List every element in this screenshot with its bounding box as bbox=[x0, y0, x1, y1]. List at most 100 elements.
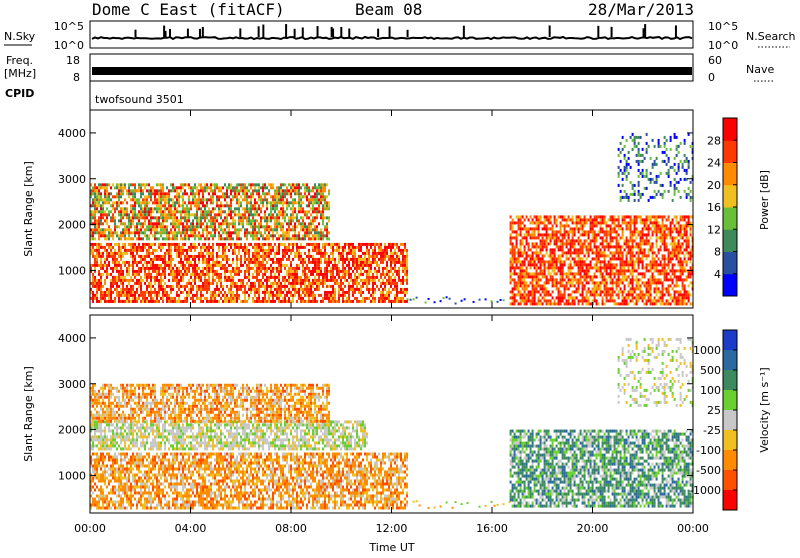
heatmap-cell bbox=[288, 282, 290, 285]
heatmap-cell bbox=[538, 227, 540, 230]
heatmap-cell bbox=[156, 183, 158, 186]
heatmap-cell bbox=[210, 294, 212, 297]
heatmap-cell bbox=[520, 242, 522, 245]
heatmap-cell bbox=[568, 233, 570, 236]
heatmap-cell bbox=[236, 258, 238, 261]
heatmap-cell bbox=[552, 236, 554, 239]
heatmap-cell bbox=[158, 270, 160, 273]
heatmap-cell bbox=[262, 183, 264, 186]
heatmap-cell bbox=[304, 282, 306, 285]
heatmap-cell bbox=[120, 210, 122, 213]
heatmap-cell bbox=[142, 255, 144, 258]
heatmap-cell bbox=[160, 258, 162, 261]
heatmap-cell bbox=[258, 237, 260, 240]
heatmap-cell bbox=[276, 246, 278, 249]
heatmap-cell bbox=[294, 216, 296, 219]
heatmap-cell bbox=[404, 261, 406, 264]
heatmap-cell bbox=[372, 243, 374, 246]
heatmap-cell bbox=[516, 251, 518, 254]
heatmap-cell bbox=[578, 254, 580, 257]
heatmap-cell bbox=[518, 287, 520, 290]
heatmap-cell bbox=[566, 284, 568, 287]
heatmap-cell bbox=[184, 213, 186, 216]
heatmap-cell bbox=[262, 297, 264, 300]
heatmap-cell bbox=[608, 275, 610, 278]
heatmap-cell bbox=[110, 216, 112, 219]
heatmap-cell bbox=[512, 230, 514, 233]
heatmap-cell bbox=[594, 281, 596, 284]
heatmap-cell bbox=[132, 288, 134, 291]
heatmap-cell bbox=[144, 201, 146, 204]
heatmap-cell bbox=[172, 270, 174, 273]
heatmap-cell bbox=[598, 281, 600, 284]
heatmap-cell bbox=[592, 293, 594, 296]
heatmap-cell bbox=[556, 287, 558, 290]
heatmap-cell bbox=[278, 243, 280, 246]
heatmap-cell bbox=[604, 284, 606, 287]
heatmap-cell bbox=[98, 201, 100, 204]
heatmap-cell bbox=[340, 255, 342, 258]
heatmap-cell bbox=[292, 267, 294, 270]
heatmap-cell bbox=[400, 300, 402, 303]
heatmap-cell bbox=[550, 275, 552, 278]
heatmap-cell bbox=[354, 288, 356, 291]
heatmap-cell bbox=[116, 291, 118, 294]
heatmap-cell bbox=[232, 222, 234, 225]
heatmap-cell bbox=[248, 261, 250, 264]
heatmap-cell bbox=[568, 272, 570, 275]
heatmap-cell bbox=[166, 186, 168, 189]
heatmap-cell bbox=[200, 252, 202, 255]
heatmap-cell bbox=[298, 219, 300, 222]
heatmap-cell bbox=[314, 300, 316, 303]
heatmap-cell bbox=[354, 264, 356, 267]
heatmap-cell bbox=[186, 282, 188, 285]
heatmap-cell bbox=[588, 275, 590, 278]
heatmap-cell bbox=[128, 243, 130, 246]
heatmap-cell bbox=[566, 275, 568, 278]
heatmap-cell bbox=[226, 234, 228, 237]
heatmap-cell bbox=[340, 276, 342, 279]
heatmap-cell bbox=[266, 192, 268, 195]
heatmap-cell bbox=[164, 213, 166, 216]
heatmap-cell bbox=[334, 282, 336, 285]
heatmap-cell bbox=[298, 291, 300, 294]
heatmap-cell bbox=[312, 273, 314, 276]
heatmap-cell bbox=[346, 243, 348, 246]
heatmap-cell bbox=[296, 192, 298, 195]
heatmap-cell bbox=[304, 228, 306, 231]
heatmap-cell bbox=[298, 294, 300, 297]
heatmap-cell bbox=[388, 258, 390, 261]
heatmap-cell bbox=[372, 291, 374, 294]
heatmap-cell bbox=[238, 246, 240, 249]
heatmap-cell bbox=[304, 285, 306, 288]
heatmap-cell bbox=[190, 282, 192, 285]
heatmap-cell bbox=[516, 266, 518, 269]
heatmap-cell bbox=[182, 207, 184, 210]
heatmap-cell bbox=[286, 270, 288, 273]
heatmap-cell bbox=[270, 285, 272, 288]
heatmap-cell bbox=[608, 290, 610, 293]
heatmap-cell bbox=[164, 255, 166, 258]
heatmap-cell bbox=[106, 207, 108, 210]
heatmap-cell bbox=[602, 245, 604, 248]
heatmap-cell bbox=[116, 252, 118, 255]
heatmap-cell bbox=[314, 186, 316, 189]
heatmap-cell bbox=[260, 285, 262, 288]
heatmap-cell bbox=[600, 290, 602, 293]
heatmap-cell bbox=[300, 294, 302, 297]
heatmap-cell bbox=[92, 297, 94, 300]
heatmap-cell bbox=[534, 299, 536, 302]
heatmap-cell bbox=[226, 219, 228, 222]
heatmap-cell bbox=[92, 264, 94, 267]
heatmap-cell bbox=[304, 258, 306, 261]
heatmap-cell bbox=[236, 267, 238, 270]
heatmap-cell bbox=[274, 195, 276, 198]
heatmap-cell bbox=[240, 219, 242, 222]
heatmap-cell bbox=[228, 183, 230, 186]
heatmap-cell bbox=[284, 234, 286, 237]
heatmap-cell bbox=[162, 216, 164, 219]
heatmap-cell bbox=[566, 287, 568, 290]
heatmap-cell bbox=[574, 302, 576, 305]
heatmap-cell bbox=[306, 291, 308, 294]
heatmap-cell bbox=[514, 302, 516, 305]
